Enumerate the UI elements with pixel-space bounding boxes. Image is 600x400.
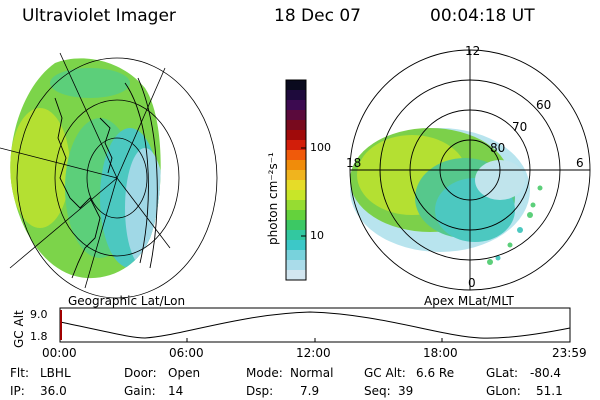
door-value: Open [168, 366, 201, 380]
mlt-label-6: 6 [576, 156, 584, 170]
gain-value: 14 [168, 384, 184, 398]
colorbar-segment [286, 230, 306, 241]
colorbar [285, 79, 307, 281]
polar-map [349, 49, 591, 291]
colorbar-segment [286, 120, 306, 131]
colorbar-segment [286, 90, 306, 101]
colorbar-segment [286, 80, 306, 91]
glat-value: -80.4 [530, 366, 562, 380]
colorbar-segment [286, 170, 306, 181]
instrument-title: Ultraviolet Imager [22, 6, 176, 26]
gcalt-label: GC Alt: [364, 366, 406, 380]
colorbar-tick-10: 10 [310, 229, 324, 242]
dsp-value: 7.9 [300, 384, 320, 398]
colorbar-segment [286, 140, 306, 151]
colorbar-segment [286, 200, 306, 211]
seq-value: 39 [398, 384, 414, 398]
glon-label: GLon: [486, 384, 521, 398]
geographic-map [0, 52, 218, 299]
colorbar-segment [286, 130, 306, 141]
lat-label-80: 80 [490, 141, 506, 155]
flt-value: LBHL [40, 366, 71, 380]
door-label: Door: [124, 366, 157, 380]
colorbar-tick-100: 100 [310, 141, 331, 154]
colorbar-segment [286, 260, 306, 271]
altitude-xtick-0000: 00:00 [42, 346, 77, 360]
altitude-xtick-0600: 06:00 [169, 346, 204, 360]
ip-label: IP: [10, 384, 25, 398]
gain-label: Gain: [124, 384, 156, 398]
altitude-xtick-1200: 12:00 [296, 346, 331, 360]
date-label: 18 Dec 07 [274, 6, 361, 26]
colorbar-segment [286, 270, 306, 281]
colorbar-segment [286, 210, 306, 221]
flt-label: Flt: [10, 366, 29, 380]
colorbar-segment [286, 180, 306, 191]
mlt-label-12: 12 [465, 44, 481, 58]
mode-label: Mode: [246, 366, 283, 380]
dsp-label: Dsp: [246, 384, 274, 398]
altitude-ytick-1: 1.8 [30, 330, 48, 343]
gcalt-value: 6.6 Re [416, 366, 455, 380]
altitude-ylabel: GC Alt [12, 310, 26, 348]
ip-value: 36.0 [40, 384, 67, 398]
altitude-plot [59, 307, 571, 343]
colorbar-segment [286, 250, 306, 261]
left-map-caption: Geographic Lat/Lon [68, 294, 186, 308]
colorbar-segment [286, 240, 306, 251]
time-label: 00:04:18 UT [430, 6, 535, 26]
colorbar-segment [286, 110, 306, 121]
colorbar-segment [286, 190, 306, 201]
lat-label-60: 60 [536, 98, 552, 112]
altitude-xtick-1800: 18:00 [423, 346, 458, 360]
altitude-xtick-2359: 23:59 [552, 346, 587, 360]
glat-label: GLat: [486, 366, 519, 380]
mlt-label-18: 18 [346, 156, 362, 170]
lat-label-70: 70 [512, 120, 528, 134]
colorbar-segment [286, 220, 306, 231]
colorbar-unit-label: photon cm⁻²s⁻¹ [266, 152, 280, 245]
altitude-ytick-9: 9.0 [30, 308, 48, 321]
colorbar-segment [286, 150, 306, 161]
glon-value: 51.1 [536, 384, 563, 398]
seq-label: Seq: [364, 384, 391, 398]
colorbar-segment [286, 100, 306, 111]
mlt-label-0: 0 [468, 276, 476, 290]
mode-value: Normal [290, 366, 334, 380]
right-map-caption: Apex MLat/MLT [424, 294, 514, 308]
colorbar-segment [286, 160, 306, 171]
